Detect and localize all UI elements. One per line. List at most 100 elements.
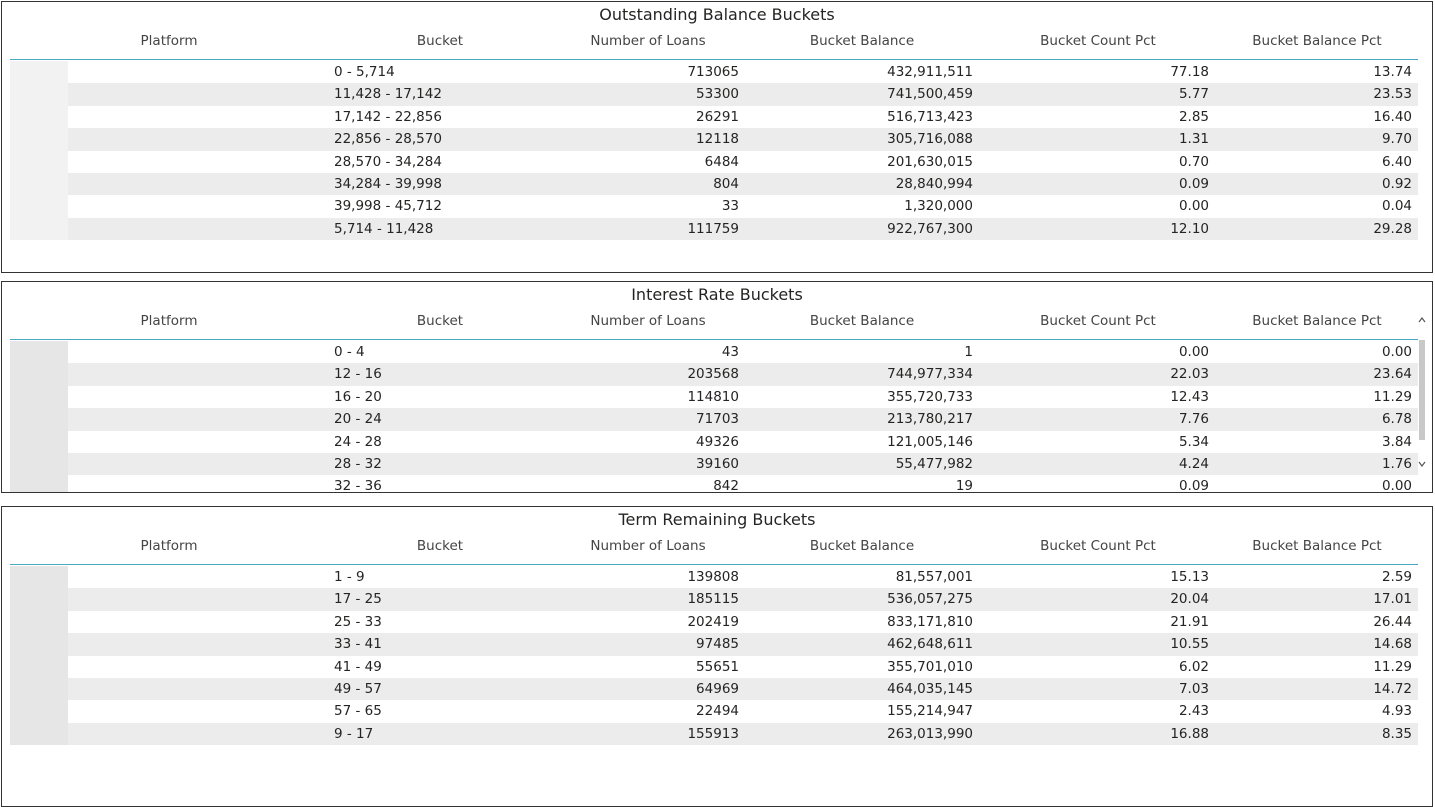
table-cell: 12.10 (1170, 220, 1209, 237)
table-cell: 7.76 (1178, 411, 1209, 428)
table-cell: 5.77 (1178, 86, 1209, 103)
table-cell: 0.04 (1381, 198, 1412, 215)
table-row: 49 - 57 64969 464,035,145 7.03 14.72 (68, 678, 1418, 701)
table-cell: 1 - 9 (334, 569, 365, 585)
table-panel: Outstanding Balance Buckets Platform Bucke… (1, 1, 1433, 273)
table-cell: 39,998 - 45,712 (334, 198, 442, 215)
table-cell: 201,630,015 (887, 153, 973, 170)
table-cell: 305,716,088 (887, 131, 973, 148)
table-cell: 0.09 (1178, 176, 1209, 192)
table-cell: 43 (721, 344, 739, 360)
table-row: 16 - 20 114810 355,720,733 12.43 11.29 (68, 386, 1418, 408)
table-body: 1 - 9 139808 81,557,001 15.13 2.59 17 - 25 185… (2, 566, 1432, 806)
column-header: Bucket Balance Pct (1252, 313, 1382, 329)
table-cell: 24 - 28 (334, 433, 382, 450)
table-cell: 97485 (696, 636, 739, 653)
table-cell: 19 (955, 478, 973, 492)
table-row: 17 - 25 185115 536,057,275 20.04 17.01 (68, 588, 1418, 611)
table-cell: 11,428 - 17,142 (334, 86, 442, 103)
column-header: Bucket Count Pct (1040, 313, 1156, 329)
scroll-up-arrow[interactable] (1418, 317, 1426, 323)
table-cell: 355,701,010 (887, 658, 973, 675)
platform-cell (10, 61, 68, 241)
table-cell: 12 - 16 (334, 366, 382, 383)
table-row: 12 - 16 203568 744,977,334 22.03 23.64 (68, 363, 1418, 386)
table-cell: 6.40 (1381, 153, 1412, 170)
table-cell: 53300 (696, 86, 739, 103)
table-cell: 155,214,947 (887, 703, 973, 720)
table-cell: 464,035,145 (887, 681, 973, 697)
table-cell: 32 - 36 (334, 478, 382, 492)
column-header: Number of Loans (590, 313, 706, 329)
scroll-thumb[interactable] (1419, 340, 1425, 440)
column-header: Bucket (416, 313, 464, 329)
table-cell: 432,911,511 (887, 64, 973, 80)
table-cell: 22494 (696, 703, 739, 720)
table-cell: 741,500,459 (887, 86, 973, 103)
table-cell: 26.44 (1373, 613, 1412, 630)
column-header: Platform (140, 313, 198, 329)
table-cell: 139808 (687, 569, 739, 585)
column-header: Platform (140, 33, 198, 49)
table-cell: 7.03 (1178, 681, 1209, 697)
table-body: 0 - 4 43 1 0.00 0.00 12 - 16 203568 744,977,334… (2, 341, 1432, 492)
column-header: Number of Loans (590, 538, 706, 554)
table-row: 1 - 9 139808 81,557,001 15.13 2.59 (68, 566, 1418, 588)
scrollbar[interactable] (1417, 310, 1427, 492)
scroll-down-arrow[interactable] (1418, 461, 1426, 467)
table-cell: 114810 (687, 388, 739, 405)
table-cell: 5.34 (1178, 433, 1209, 450)
header-divider (10, 564, 1418, 565)
column-header: Bucket Count Pct (1040, 33, 1156, 49)
table-cell: 23.64 (1373, 366, 1412, 383)
table-cell: 17 - 25 (334, 591, 382, 608)
table-title: Outstanding Balance Buckets (599, 5, 835, 24)
table-cell: 0 - 5,714 (334, 64, 395, 80)
table-cell: 21.91 (1170, 613, 1209, 630)
table-cell: 23.53 (1373, 86, 1412, 103)
column-header: Bucket Balance (809, 313, 915, 329)
table-row: 0 - 5,714 713065 432,911,511 77.18 13.74 (68, 61, 1418, 83)
table-cell: 4.24 (1178, 456, 1209, 472)
table-cell: 155913 (687, 725, 739, 742)
table-cell: 0.00 (1381, 344, 1412, 360)
header-divider (10, 339, 1418, 340)
table-cell: 41 - 49 (334, 658, 382, 675)
platform-cell (10, 566, 68, 746)
table-cell: 16.88 (1170, 725, 1209, 742)
table-cell: 0.09 (1178, 478, 1209, 492)
table-cell: 355,720,733 (887, 388, 973, 405)
table-cell: 536,057,275 (887, 591, 973, 608)
table-row: 17,142 - 22,856 26291 516,713,423 2.85 16.40 (68, 106, 1418, 128)
scrollbar-graphic (1418, 317, 1426, 467)
table-cell: 49326 (696, 433, 739, 450)
column-header: Bucket Balance Pct (1252, 33, 1382, 49)
table-cell: 39160 (696, 456, 739, 472)
table-cell: 28 - 32 (334, 456, 382, 472)
table-cell: 185115 (687, 591, 739, 608)
table-cell: 20.04 (1170, 591, 1209, 608)
table-cell: 0.00 (1178, 198, 1209, 215)
table-cell: 55,477,982 (895, 456, 973, 472)
table-cell: 10.55 (1170, 636, 1209, 653)
table-cell: 0.00 (1381, 478, 1412, 492)
table-row: 32 - 36 842 19 0.09 0.00 (68, 475, 1418, 492)
table-title: Term Remaining Buckets (618, 510, 816, 529)
table-row: 0 - 4 43 1 0.00 0.00 (68, 341, 1418, 363)
column-header: Bucket Count Pct (1040, 538, 1156, 554)
table-cell: 9 - 17 (334, 725, 374, 742)
table-cell: 25 - 33 (334, 613, 382, 630)
table-panel: Term Remaining Buckets Platform Bucket Numb… (1, 506, 1433, 807)
table-cell: 0.70 (1178, 153, 1209, 170)
table-row: 24 - 28 49326 121,005,146 5.34 3.84 (68, 431, 1418, 453)
table-cell: 516,713,423 (887, 108, 973, 125)
table-cell: 28,840,994 (895, 176, 973, 192)
table-cell: 11.29 (1373, 658, 1412, 675)
table-body: 0 - 5,714 713065 432,911,511 77.18 13.74 11,4… (2, 61, 1432, 272)
column-header: Platform (140, 538, 198, 554)
table-cell: 14.72 (1373, 681, 1412, 697)
table-cell: 263,013,990 (887, 725, 973, 742)
column-header: Number of Loans (590, 33, 706, 49)
column-header: Bucket (416, 33, 464, 49)
